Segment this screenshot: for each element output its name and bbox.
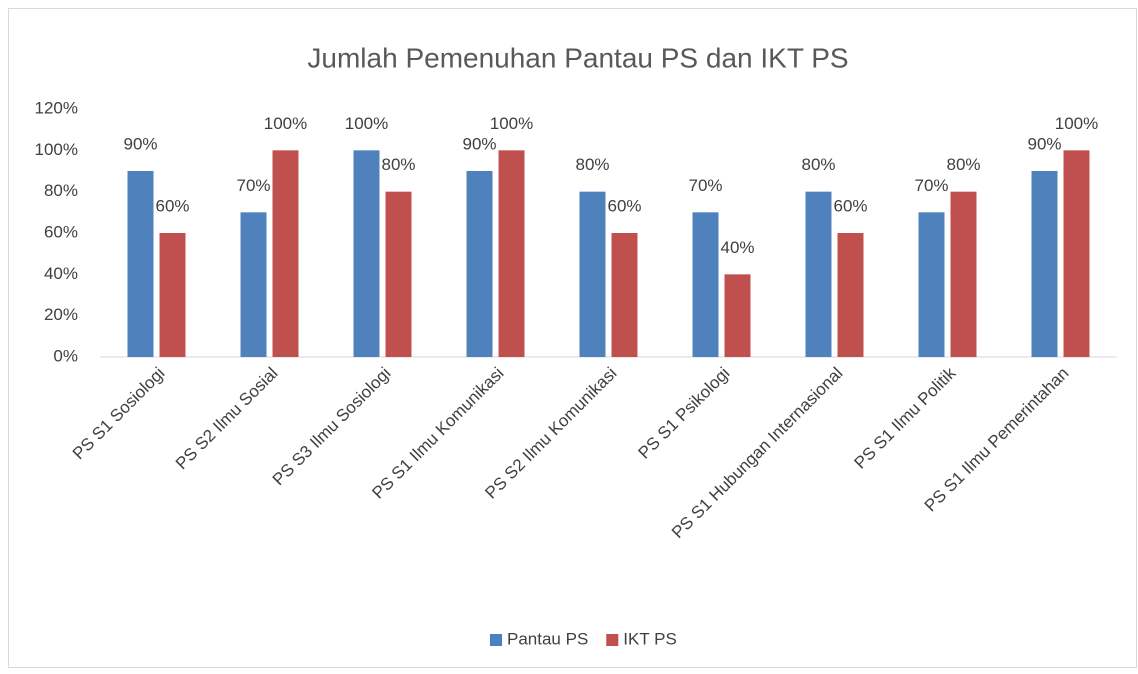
y-tick-label: 120%: [35, 98, 78, 117]
legend-label: IKT PS: [623, 629, 677, 648]
y-tick-label: 0%: [53, 346, 78, 365]
bar: [724, 274, 751, 357]
data-label: 80%: [946, 155, 980, 174]
data-label: 100%: [345, 114, 388, 133]
data-label: 100%: [264, 114, 307, 133]
y-tick-label: 100%: [35, 140, 78, 159]
data-label: 80%: [575, 155, 609, 174]
data-label: 40%: [720, 238, 754, 257]
bar: [805, 191, 832, 357]
chart-title: Jumlah Pemenuhan Pantau PS dan IKT PS: [307, 42, 848, 73]
data-label: 60%: [155, 196, 189, 215]
bar: [466, 171, 493, 357]
bar: [1063, 150, 1090, 357]
chart-border: [8, 8, 1137, 668]
y-tick-label: 80%: [44, 181, 78, 200]
bar: [272, 150, 299, 357]
bar: [579, 191, 606, 357]
legend-swatch: [490, 634, 502, 646]
y-tick-label: 40%: [44, 264, 78, 283]
bar: [127, 171, 154, 357]
bar: [918, 212, 945, 357]
bar: [1031, 171, 1058, 357]
bar: [950, 191, 977, 357]
data-label: 80%: [381, 155, 415, 174]
data-label: 90%: [123, 134, 157, 153]
data-label: 100%: [490, 114, 533, 133]
bar: [837, 233, 864, 357]
data-label: 90%: [1027, 134, 1061, 153]
data-label: 70%: [236, 176, 270, 195]
data-label: 80%: [801, 155, 835, 174]
y-tick-label: 60%: [44, 222, 78, 241]
bar: [385, 191, 412, 357]
bar: [498, 150, 525, 357]
data-label: 100%: [1055, 114, 1098, 133]
bar: [692, 212, 719, 357]
data-label: 70%: [914, 176, 948, 195]
data-label: 60%: [833, 196, 867, 215]
legend-label: Pantau PS: [507, 629, 588, 648]
bar: [611, 233, 638, 357]
y-tick-label: 20%: [44, 305, 78, 324]
bar: [353, 150, 380, 357]
data-label: 90%: [462, 134, 496, 153]
bar: [159, 233, 186, 357]
data-label: 60%: [607, 196, 641, 215]
bar: [240, 212, 267, 357]
data-label: 70%: [688, 176, 722, 195]
legend-swatch: [606, 634, 619, 646]
